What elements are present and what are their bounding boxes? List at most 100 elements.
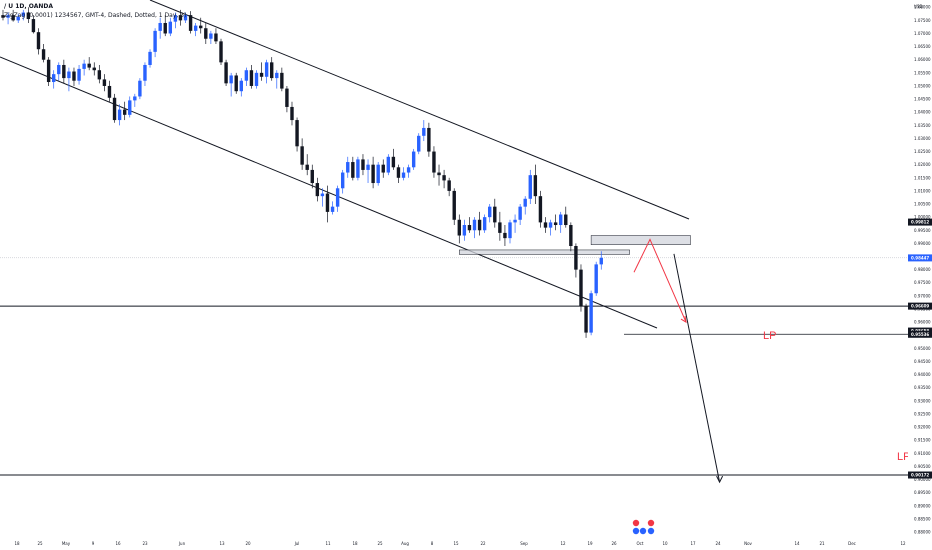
event-flag-icon[interactable] <box>632 519 640 527</box>
candle-body <box>482 217 487 231</box>
candle <box>122 101 127 121</box>
price-tick-labels: 1.08000 1.07500 1.07000 1.06500 1.06000 1.055… <box>914 5 931 535</box>
time-tick-label: 16 <box>115 541 121 546</box>
candle <box>569 222 573 252</box>
price-axis-background <box>908 0 932 534</box>
price-tick-label: 1.06500 <box>914 44 931 49</box>
candle <box>437 164 441 186</box>
candle <box>214 28 218 44</box>
candle <box>457 214 461 244</box>
price-tick-label: 0.89500 <box>914 490 931 495</box>
candle-body <box>82 63 86 69</box>
candle <box>107 80 112 102</box>
candle <box>77 64 81 85</box>
price-tag-label: 0.95536 <box>911 332 929 337</box>
candle-body <box>411 151 416 168</box>
candle-body <box>427 127 431 152</box>
candle-body <box>340 172 345 189</box>
supply-zone <box>590 235 691 245</box>
time-tick-label: Nov <box>744 541 752 546</box>
candle <box>543 217 548 233</box>
candle <box>97 64 102 84</box>
legend-symbol-row: / U 1D, OANDA <box>4 3 54 10</box>
candle <box>427 122 431 157</box>
candle <box>508 219 512 244</box>
candle <box>249 64 254 89</box>
price-axis[interactable]: USD 1.080001.075001.070001.065001.060001… <box>908 0 932 535</box>
time-tick-label: May <box>62 541 71 546</box>
candle <box>417 133 421 155</box>
projection-main-arrowhead <box>716 475 724 484</box>
price-tick-label: 1.07500 <box>914 18 931 23</box>
time-tick-label: 10 <box>662 541 668 546</box>
candle-body <box>493 206 497 223</box>
event-flag-icon[interactable] <box>632 527 640 535</box>
candle-body <box>168 21 173 34</box>
projection-red-arrowhead <box>680 316 687 324</box>
candle-body <box>320 193 325 197</box>
candle-body <box>462 225 467 236</box>
candle <box>11 9 15 22</box>
candle-body <box>62 64 66 79</box>
candle-body <box>432 151 436 173</box>
candle <box>229 72 233 97</box>
economic-event-icons[interactable] <box>632 519 655 535</box>
candle <box>183 12 188 23</box>
event-flag-icon[interactable] <box>639 527 647 535</box>
candle-body <box>559 214 563 226</box>
price-tick-label: 0.89000 <box>914 503 931 508</box>
candle-body <box>335 188 340 207</box>
price-tick-label: 1.05000 <box>914 83 931 88</box>
candle <box>199 17 203 34</box>
price-tick-label: 0.90500 <box>914 464 931 469</box>
candle <box>523 196 527 215</box>
candle-body <box>6 15 10 18</box>
candle <box>138 78 142 100</box>
candle-body <box>46 59 51 83</box>
price-tick-label: 0.91500 <box>914 438 931 443</box>
candle <box>564 206 568 228</box>
candle-body <box>36 32 41 50</box>
event-flag-icon[interactable] <box>647 527 655 535</box>
candle <box>401 167 406 181</box>
candle <box>158 17 162 39</box>
candle <box>102 74 107 92</box>
time-tick-label: 18 <box>14 541 20 546</box>
candle <box>462 219 467 241</box>
price-tick-label: 0.96000 <box>914 320 931 325</box>
candle-body <box>406 167 411 173</box>
candle <box>285 85 289 113</box>
candle <box>518 204 522 226</box>
candle <box>188 11 193 34</box>
price-tick-label: 1.08000 <box>914 5 931 10</box>
candle-body <box>204 28 208 39</box>
candle-body <box>72 71 76 81</box>
supply-zone <box>459 249 630 255</box>
event-flag-icon[interactable] <box>647 519 655 527</box>
candle-body <box>107 85 112 98</box>
price-tick-label: 1.05500 <box>914 70 931 75</box>
price-tick-label: 1.07000 <box>914 31 931 36</box>
price-tick-label: 0.93500 <box>914 385 931 390</box>
candle <box>204 22 208 44</box>
candle <box>193 22 198 37</box>
candle-body <box>437 172 441 176</box>
candle-body <box>173 15 178 22</box>
candle <box>548 219 553 236</box>
price-tag: 0.90172 <box>908 471 932 479</box>
time-tick-label: 26 <box>611 541 617 546</box>
price-tag-label: 0.96609 <box>911 304 929 309</box>
candle <box>315 177 320 202</box>
candle <box>280 67 284 92</box>
price-tags: 0.998120.984470.966090.956580.955360.901… <box>908 218 932 479</box>
time-axis[interactable]: 18 25 May 9 16 23 Jun 13 20 Jul 11 18 25 Aug 8 15 22 Sep 1… <box>0 534 908 550</box>
candle-body <box>574 246 578 270</box>
candle <box>320 188 325 207</box>
candle <box>295 117 299 152</box>
price-tick-label: 0.90000 <box>914 477 931 482</box>
candle-body <box>538 196 543 223</box>
time-tick-label: 9 <box>92 541 95 546</box>
candle-body <box>128 100 132 115</box>
candle <box>538 190 543 228</box>
